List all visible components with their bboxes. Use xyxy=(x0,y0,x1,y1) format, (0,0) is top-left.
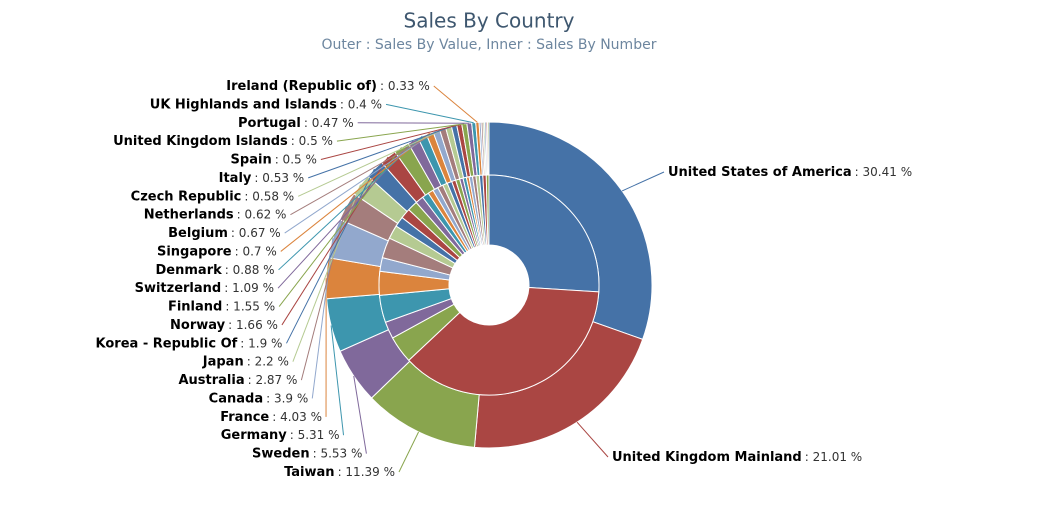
label-value: : 0.53 % xyxy=(254,170,304,184)
label-value: : 0.62 % xyxy=(237,207,287,221)
label-name: Japan xyxy=(202,354,244,369)
label-value: : 2.2 % xyxy=(247,354,289,368)
label-name: Czech Republic xyxy=(131,189,242,204)
data-label: UK Highlands and Islands: 0.4 % xyxy=(150,97,382,112)
data-label: Singapore: 0.7 % xyxy=(157,244,277,259)
data-label: Korea - Republic Of: 1.9 % xyxy=(96,336,283,351)
label-name: Korea - Republic Of xyxy=(96,336,238,351)
label-name: Canada xyxy=(209,391,263,406)
connector xyxy=(280,132,431,252)
data-label: United States of America: 30.41 % xyxy=(668,165,912,180)
label-name: Finland xyxy=(168,299,222,314)
label-value: : 0.47 % xyxy=(304,115,354,129)
label-value: : 1.55 % xyxy=(225,299,275,313)
label-name: UK Highlands and Islands xyxy=(150,97,337,112)
label-name: Portugal xyxy=(238,115,301,130)
data-label: Australia : 2.87 % xyxy=(178,373,297,388)
label-name: France xyxy=(220,409,269,424)
data-label: Canada: 3.9 % xyxy=(209,391,309,406)
slice xyxy=(408,286,600,396)
label-name: Italy xyxy=(219,170,252,185)
connector xyxy=(576,421,609,458)
label-name: Norway xyxy=(170,317,226,332)
label-value: : 1.09 % xyxy=(224,281,274,295)
label-value: : 5.31 % xyxy=(290,428,340,442)
data-label: Italy: 0.53 % xyxy=(219,170,305,185)
label-value: : 0.88 % xyxy=(225,262,275,276)
chart-subtitle: Outer : Sales By Value, Inner : Sales By… xyxy=(322,37,657,53)
connector xyxy=(330,325,345,436)
data-label: Denmark: 0.88 % xyxy=(156,262,275,277)
data-label: Portugal: 0.47 % xyxy=(238,115,354,130)
label-value: : 11.39 % xyxy=(338,465,395,479)
label-name: Belgium xyxy=(168,226,228,241)
label-name: United Kingdom Mainland xyxy=(612,450,802,465)
label-value: : 1.9 % xyxy=(240,336,282,350)
label-name: Switzerland xyxy=(135,281,222,296)
label-value: : 5.53 % xyxy=(313,446,363,460)
connector xyxy=(433,85,478,123)
label-name: Australia xyxy=(178,373,244,388)
data-label: Czech Republic: 0.58 % xyxy=(131,189,295,204)
label-value: : 0.58 % xyxy=(244,189,294,203)
label-name: United Kingdom Islands xyxy=(113,134,288,149)
connector xyxy=(621,171,665,192)
label-value: : 2.87 % xyxy=(248,373,298,387)
label-name: Germany xyxy=(221,428,287,443)
label-value: : 0.7 % xyxy=(235,244,277,258)
label-value: : 4.03 % xyxy=(272,409,322,423)
data-label: Netherlands: 0.62 % xyxy=(144,207,287,222)
label-value: : 3.9 % xyxy=(266,391,308,405)
data-label: Taiwan : 11.39 % xyxy=(284,465,395,480)
connector xyxy=(286,168,375,344)
label-name: Spain xyxy=(231,152,272,167)
label-name: Singapore xyxy=(157,244,232,259)
data-label: Germany: 5.31 % xyxy=(221,428,340,443)
data-label: Switzerland: 1.09 % xyxy=(135,281,274,296)
data-label: Spain: 0.5 % xyxy=(231,152,317,167)
connector xyxy=(320,124,460,161)
data-label: France: 4.03 % xyxy=(220,409,322,424)
label-value: : 0.5 % xyxy=(275,152,317,166)
slice xyxy=(485,174,490,246)
slice xyxy=(488,174,600,293)
label-name: Denmark xyxy=(156,262,223,277)
data-label: Japan: 2.2 % xyxy=(202,354,289,369)
connector xyxy=(353,375,367,454)
connector xyxy=(292,184,361,362)
label-value: : 0.4 % xyxy=(340,97,382,111)
data-label: Belgium: 0.67 % xyxy=(168,226,281,241)
label-name: Sweden xyxy=(252,446,310,461)
label-name: United States of America xyxy=(668,165,852,180)
label-value: : 0.5 % xyxy=(291,134,333,148)
data-label: United Kingdom Islands: 0.5 % xyxy=(113,134,333,149)
data-label: Norway: 1.66 % xyxy=(170,317,278,332)
connector xyxy=(297,126,449,197)
label-value: : 0.67 % xyxy=(231,226,281,240)
slices xyxy=(325,121,653,449)
label-value: : 1.66 % xyxy=(228,317,278,331)
connector xyxy=(398,431,419,473)
label-value: : 30.41 % xyxy=(855,165,912,179)
connector xyxy=(308,125,455,179)
label-name: Taiwan xyxy=(284,465,334,480)
connector xyxy=(284,130,437,234)
labels: Taiwan: 11.39 %Sweden: 5.53 %Germany: 5.… xyxy=(96,79,913,480)
data-label: Finland: 1.55 % xyxy=(168,299,275,314)
data-label: Sweden: 5.53 % xyxy=(252,446,362,461)
label-name: Ireland (Republic of) xyxy=(226,79,377,94)
label-value: : 0.33 % xyxy=(380,79,430,93)
label-value: : 21.01 % xyxy=(805,450,862,464)
data-label: United Kingdom Mainland: 21.01 % xyxy=(612,450,862,465)
connector xyxy=(290,128,443,216)
connector xyxy=(336,123,465,142)
data-label: Ireland (Republic of): 0.33 % xyxy=(226,79,429,94)
slice xyxy=(487,121,490,176)
chart-title: Sales By Country xyxy=(404,9,575,33)
label-name: Netherlands xyxy=(144,207,234,222)
connector xyxy=(385,103,474,124)
